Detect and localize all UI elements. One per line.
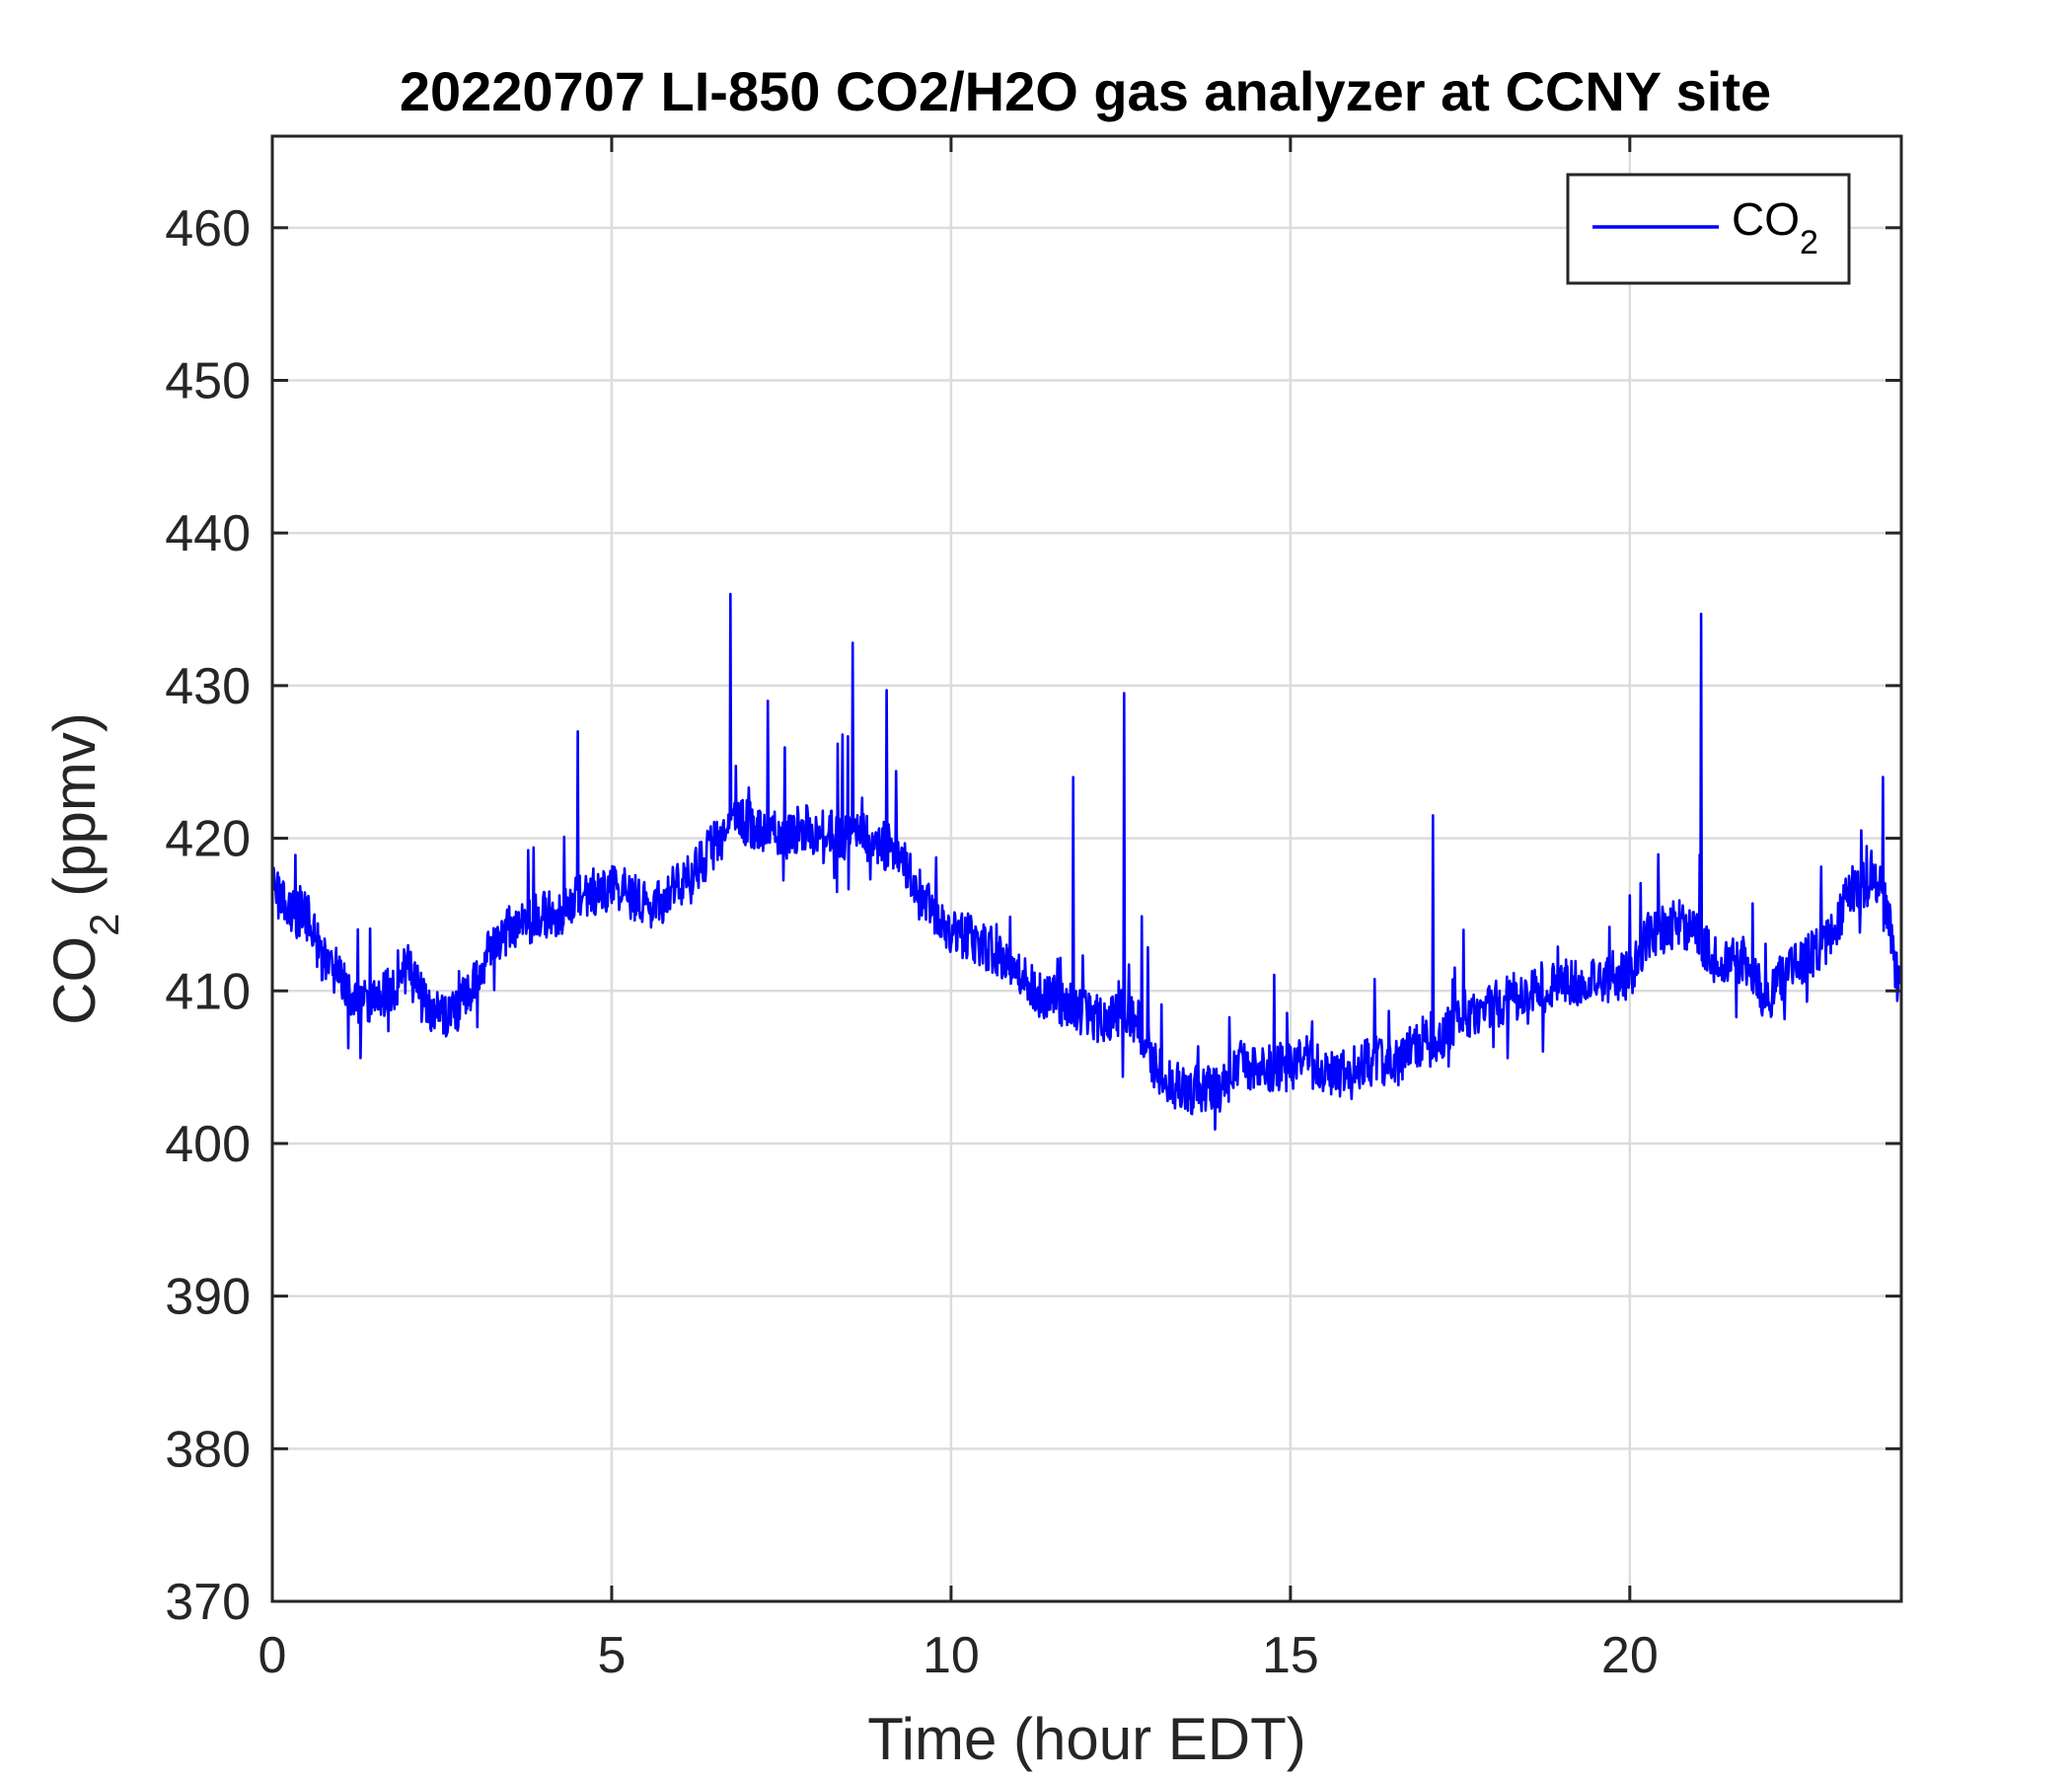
y-tick-label: 400 xyxy=(165,1116,251,1173)
y-tick-label: 450 xyxy=(165,353,251,410)
x-axis-label: Time (hour EDT) xyxy=(867,1706,1306,1772)
y-tick-label: 410 xyxy=(165,963,251,1020)
chart-title: 20220707 LI-850 CO2/H2O gas analyzer at … xyxy=(400,60,1771,122)
y-tick-label: 380 xyxy=(165,1421,251,1478)
ticks: 0 5 10 15 20 370 380 390 400 410 420 430 440 450 460 xyxy=(165,136,1901,1684)
y-tick-label: 420 xyxy=(165,811,251,868)
x-tick-label: 20 xyxy=(1601,1627,1659,1684)
series-layer xyxy=(270,592,1903,1131)
y-tick-label: 430 xyxy=(165,658,251,715)
legend-box xyxy=(1566,173,1851,285)
y-tick-label: 440 xyxy=(165,505,251,562)
series-line-co2 xyxy=(270,592,1903,1131)
y-tick-label: 460 xyxy=(165,200,251,258)
x-tick-label: 0 xyxy=(259,1627,287,1684)
legend: CO2 xyxy=(1566,173,1851,285)
x-tick-label: 15 xyxy=(1262,1627,1319,1684)
y-tick-label: 390 xyxy=(165,1269,251,1326)
y-tick-label: 370 xyxy=(165,1574,251,1631)
y-axis-label: CO2 (ppmv) xyxy=(41,712,127,1025)
legend-entry-co2: CO2 xyxy=(1732,193,1818,261)
x-tick-label: 5 xyxy=(597,1627,626,1684)
plot-frame xyxy=(270,134,1903,1603)
x-tick-label: 10 xyxy=(923,1627,980,1684)
